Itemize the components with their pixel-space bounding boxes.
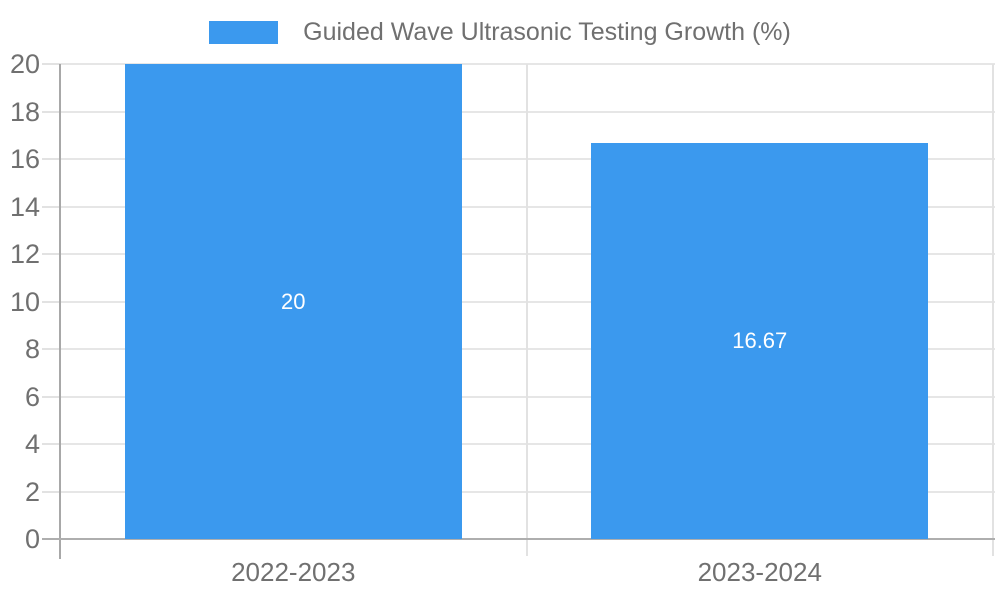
y-tick-label: 0	[24, 524, 40, 554]
y-axis-tick	[42, 348, 60, 350]
y-gridline	[60, 443, 995, 445]
y-axis-tick	[42, 158, 60, 160]
y-axis-tick	[42, 395, 60, 398]
y-gridline	[60, 63, 995, 65]
y-gridline	[60, 253, 995, 255]
y-tick-label: 16	[9, 144, 40, 174]
x-tick-label: 2023-2024	[697, 557, 822, 587]
y-tick-label: 18	[9, 96, 40, 127]
bar	[124, 64, 462, 539]
bar-value-label: 16.67	[732, 328, 788, 354]
y-tick-label: 2	[24, 476, 40, 507]
y-axis-tick	[42, 110, 60, 113]
y-gridline	[60, 490, 995, 493]
bar-value-label: 20	[281, 288, 306, 314]
y-gridline	[60, 300, 995, 303]
chart-legend: Guided Wave Ultrasonic Testing Growth (%…	[0, 20, 1000, 45]
y-gridline	[60, 110, 995, 113]
legend-label: Guided Wave Ultrasonic Testing Growth (%…	[303, 18, 791, 46]
y-tick-label: 10	[9, 286, 40, 317]
bar	[591, 143, 929, 539]
y-tick-label: 12	[9, 239, 40, 269]
x-axis-line	[42, 538, 995, 540]
y-axis-tick	[42, 443, 60, 445]
y-axis-tick	[42, 205, 60, 208]
y-gridline	[60, 205, 995, 208]
y-gridline	[60, 348, 995, 350]
y-axis-tick	[42, 63, 60, 65]
y-gridline	[60, 395, 995, 398]
y-tick-label: 6	[24, 381, 40, 412]
y-tick-label: 4	[24, 429, 40, 459]
x-tick-label: 2022-2023	[231, 557, 356, 587]
y-tick-label: 14	[9, 191, 40, 222]
category-boundary-gridline	[992, 64, 994, 556]
legend-swatch-icon	[209, 21, 279, 44]
y-axis-tick	[42, 300, 60, 303]
y-tick-label: 8	[24, 334, 40, 364]
y-tick-label: 20	[9, 49, 40, 79]
y-axis-tick	[42, 490, 60, 493]
y-axis-tick	[42, 253, 60, 255]
category-boundary-gridline	[525, 64, 528, 556]
y-gridline	[60, 158, 995, 160]
y-axis-line	[59, 64, 61, 559]
